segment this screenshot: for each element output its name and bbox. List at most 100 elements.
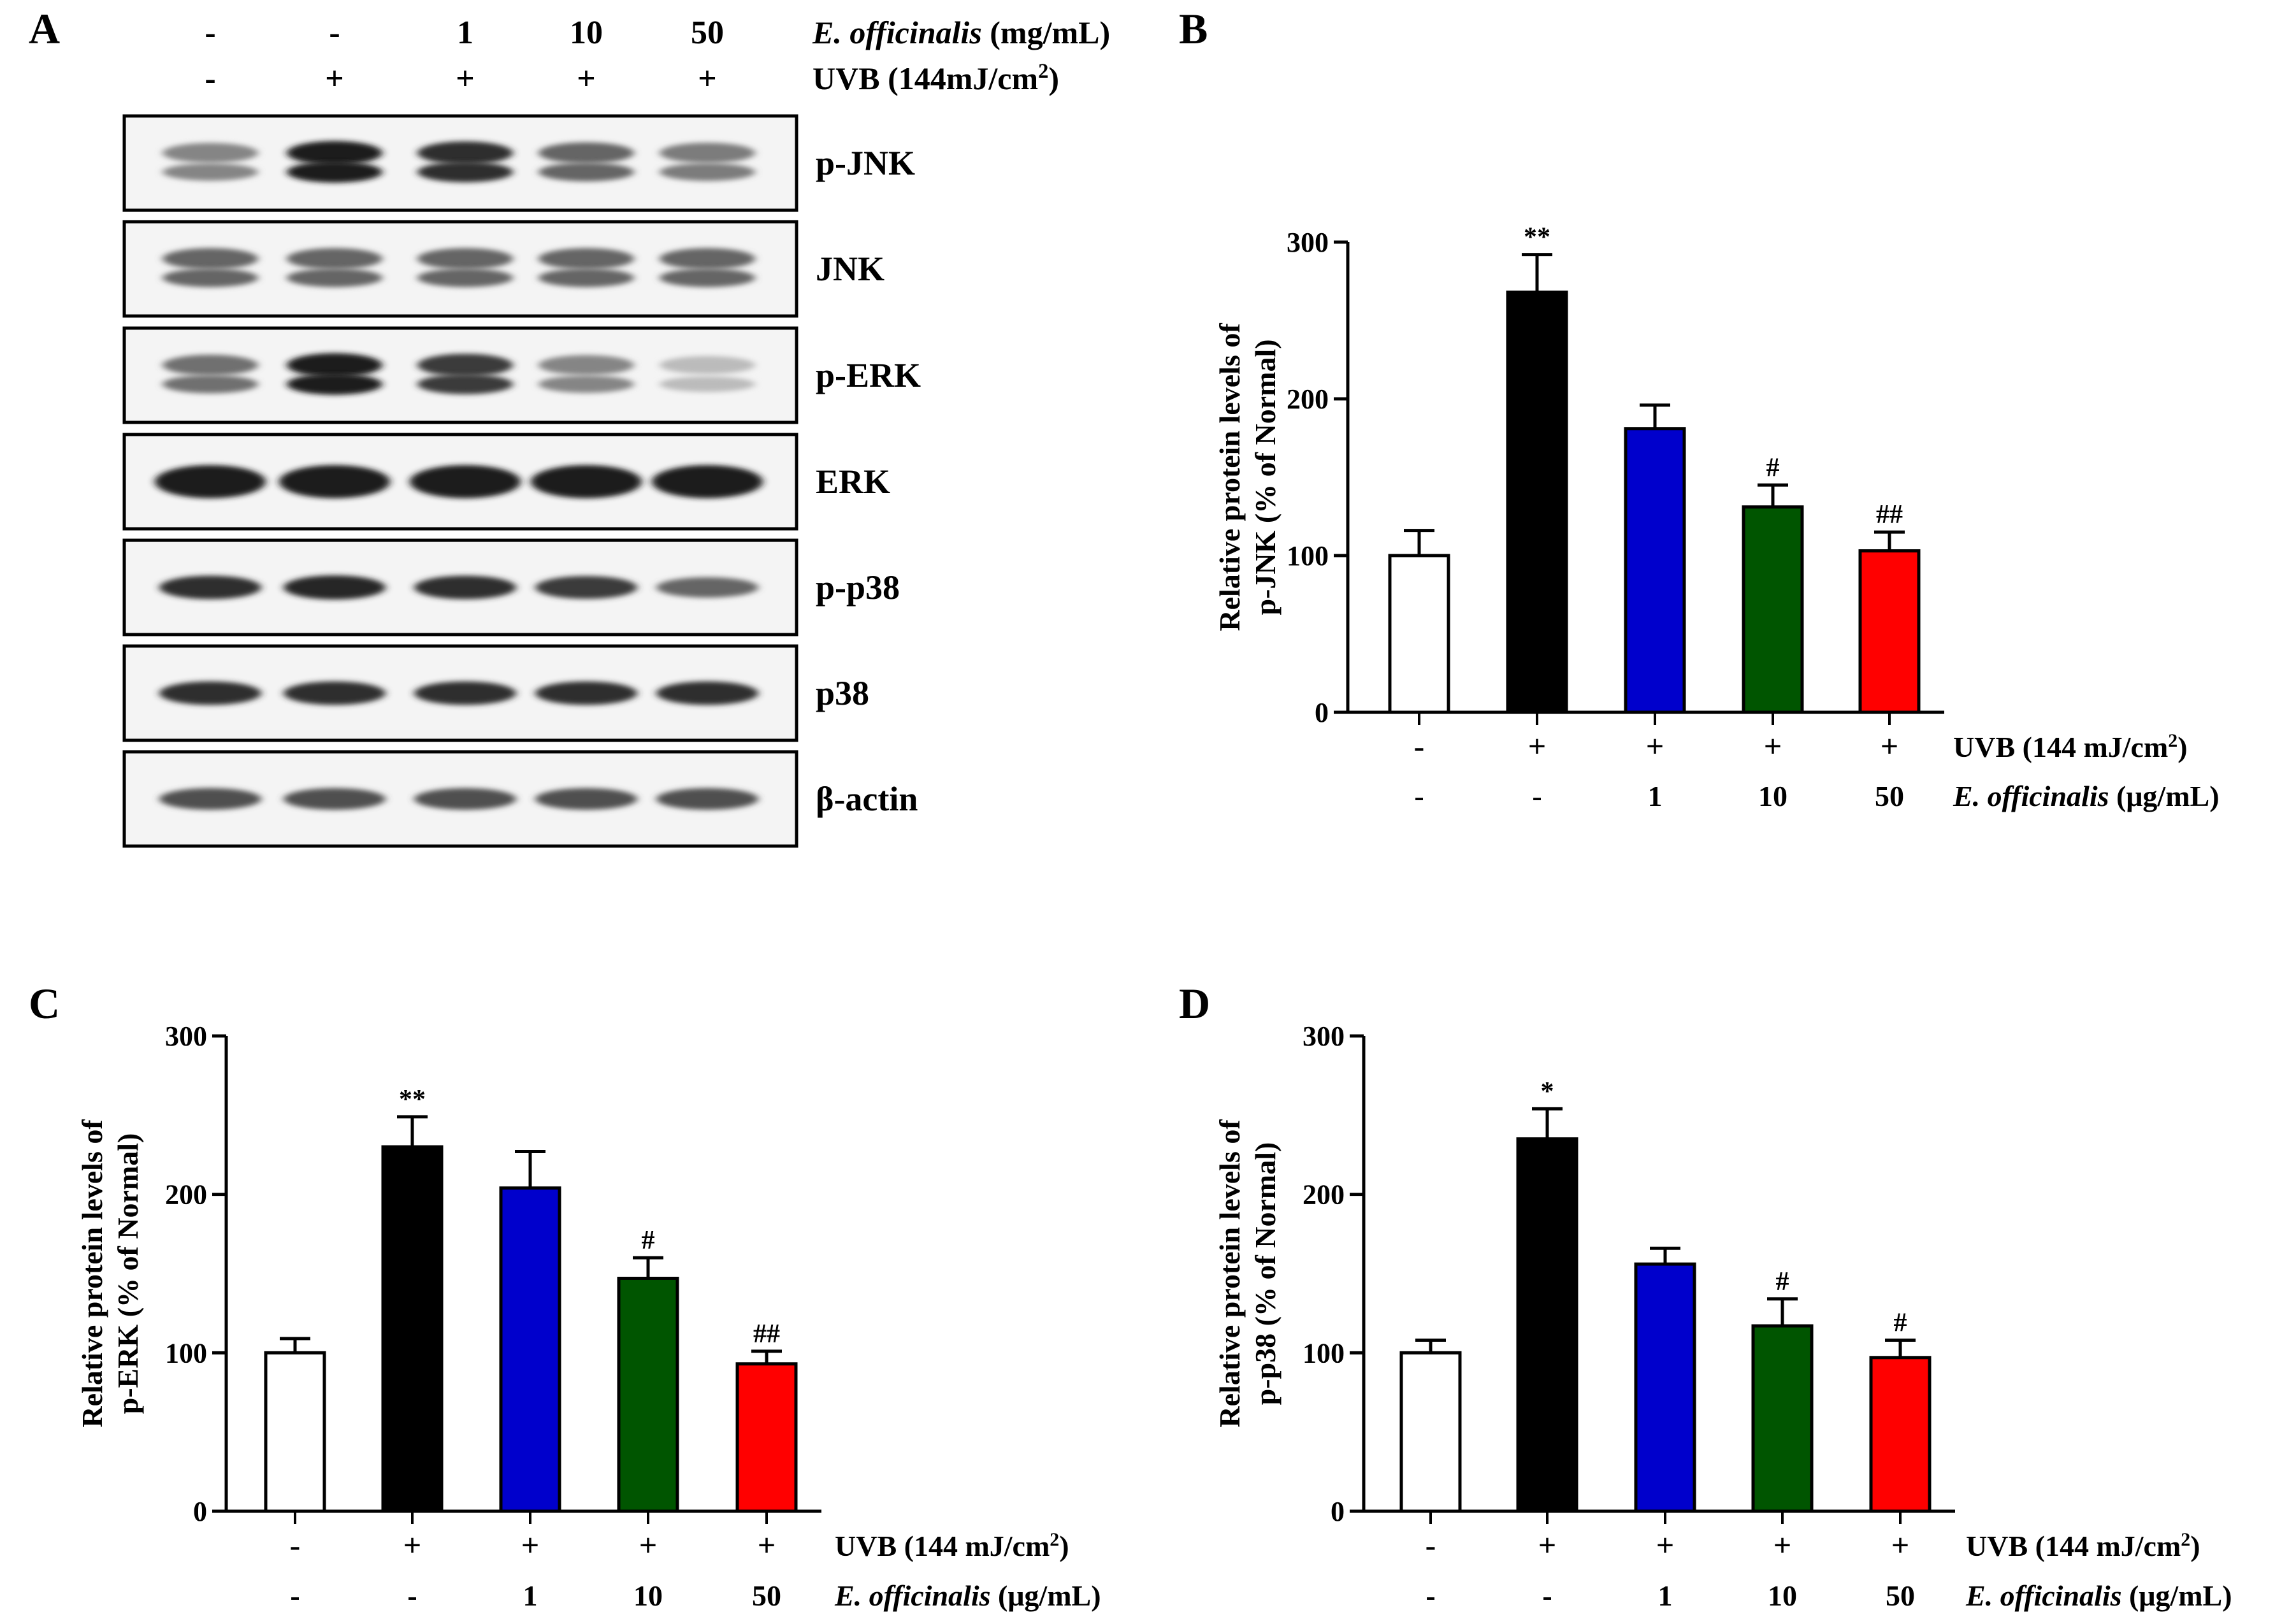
blot-header-label-part: UVB (144mJ/cm bbox=[812, 61, 1038, 96]
bar-UVB + 50 bbox=[735, 1362, 798, 1513]
y-tick-label: 300 bbox=[1287, 227, 1329, 258]
blot-band bbox=[287, 353, 382, 377]
significance-mark: # bbox=[1894, 1308, 1907, 1337]
blot-band bbox=[417, 374, 513, 394]
blot-header-value: 50 bbox=[691, 15, 724, 51]
dose-row-label: E. officinalis (μg/mL) bbox=[1953, 780, 2220, 812]
uvb-row-label: UVB (144 mJ/cm2) bbox=[835, 1529, 1069, 1563]
uvb-row-value: - bbox=[290, 1527, 301, 1563]
panel-a-western-blot: A - - 1 10 50 E. officinalis (mg/mL) - + + + + UVB … bbox=[29, 4, 1110, 848]
uvb-row-value: + bbox=[403, 1527, 422, 1563]
dose-row-value: - bbox=[290, 1579, 300, 1612]
blot-header-value: + bbox=[325, 61, 344, 97]
blot-band bbox=[162, 354, 258, 376]
dose-row-value: 10 bbox=[633, 1579, 663, 1612]
blot-band bbox=[287, 161, 382, 183]
blot-band bbox=[535, 576, 637, 599]
dose-row-label-part: E. officinalis bbox=[1953, 780, 2109, 812]
uvb-row-label-part: ) bbox=[2177, 731, 2187, 763]
blot-band bbox=[162, 375, 258, 394]
significance-mark: ## bbox=[1876, 500, 1903, 529]
uvb-row-label-part: ) bbox=[2190, 1530, 2200, 1562]
blot-band bbox=[538, 162, 634, 182]
blot-label: JNK bbox=[816, 250, 885, 288]
blot-band bbox=[538, 375, 634, 393]
uvb-row-label-part: 2 bbox=[1050, 1529, 1059, 1550]
y-tick-label: 100 bbox=[165, 1337, 207, 1369]
dose-row-label-part: (μg/mL) bbox=[991, 1579, 1101, 1612]
uvb-row-label-part: 2 bbox=[2168, 730, 2177, 751]
dose-row-value: - bbox=[1414, 780, 1424, 812]
uvb-row-value: + bbox=[758, 1527, 776, 1563]
panel-d-chart: D 0 100 200 300 Relative protein levels of p-p… bbox=[1179, 979, 2232, 1612]
uvb-row-label-part: UVB (144 mJ/cm bbox=[1953, 731, 2168, 763]
blot-band bbox=[660, 268, 755, 287]
y-tick-label: 100 bbox=[1287, 540, 1329, 571]
blot-header-label-part: ) bbox=[1048, 61, 1059, 96]
significance-mark: * bbox=[1541, 1077, 1554, 1106]
blot-band bbox=[417, 248, 513, 269]
dose-row-value: - bbox=[1426, 1579, 1435, 1612]
y-tick-label: 0 bbox=[1331, 1496, 1345, 1527]
y-axis-label: p-ERK (% of Normal) bbox=[112, 1133, 144, 1414]
blot-band bbox=[538, 248, 634, 269]
blot-band bbox=[159, 681, 261, 705]
y-tick-label: 300 bbox=[165, 1021, 207, 1052]
blot-band bbox=[159, 575, 261, 600]
blot-band bbox=[660, 376, 755, 392]
uvb-row-label-part: UVB (144 mJ/cm bbox=[835, 1530, 1050, 1562]
blot-label: p-ERK bbox=[816, 356, 921, 394]
blot-band bbox=[287, 373, 382, 395]
blot-header-label-part: E. officinalis bbox=[812, 15, 982, 50]
bar-UVB bbox=[1506, 291, 1568, 714]
panel-b-chart: B 0 100 200 300 Relative protein levels of p-J… bbox=[1179, 4, 2220, 812]
blot-band bbox=[417, 268, 513, 287]
blot-p38: p38 bbox=[122, 644, 869, 742]
blot-strips: p-JNK JNK p-ERK ERK p-p38 p38 β-actin bbox=[122, 114, 921, 848]
blot-band bbox=[656, 681, 758, 705]
blot-header-rows: - - 1 10 50 E. officinalis (mg/mL) - + + + + UVB (1… bbox=[205, 15, 1110, 97]
blot-band bbox=[660, 163, 755, 181]
bar-UVB + 1 bbox=[1634, 1262, 1696, 1513]
uvb-row-value: + bbox=[1773, 1527, 1792, 1563]
panel-letter: C bbox=[29, 979, 60, 1028]
blot-header-value: - bbox=[205, 61, 215, 97]
blot-header-value: + bbox=[698, 61, 717, 97]
dose-row-label: E. officinalis (μg/mL) bbox=[834, 1579, 1101, 1612]
bar-UVB + 1 bbox=[1624, 427, 1686, 714]
bar-UVB + 10 bbox=[1742, 505, 1804, 714]
blot-band bbox=[287, 248, 382, 269]
dose-row-label: E. officinalis (μg/mL) bbox=[1965, 1579, 2232, 1612]
y-axis-label: Relative protein levels of bbox=[1213, 1119, 1246, 1428]
blot-band bbox=[656, 577, 758, 598]
blot-header-label-part: 2 bbox=[1038, 60, 1048, 83]
blot-label: p-p38 bbox=[816, 568, 900, 607]
dose-row-value: 50 bbox=[752, 1579, 781, 1612]
uvb-row-label-part: ) bbox=[1059, 1530, 1069, 1562]
y-tick-label: 0 bbox=[193, 1496, 207, 1527]
panel-letter: D bbox=[1179, 979, 1210, 1028]
blot-band bbox=[531, 465, 642, 498]
blot-band bbox=[417, 354, 513, 377]
blot-band bbox=[287, 141, 382, 165]
bar-UVB + 10 bbox=[1751, 1324, 1814, 1513]
blot-band bbox=[652, 465, 763, 498]
dose-row-value: - bbox=[1542, 1579, 1552, 1612]
y-tick-label: 300 bbox=[1303, 1021, 1345, 1052]
significance-mark: ** bbox=[1524, 223, 1550, 252]
blot-band bbox=[162, 163, 258, 181]
uvb-row-value: + bbox=[639, 1527, 658, 1563]
y-axis-label: p-p38 (% of Normal) bbox=[1249, 1142, 1282, 1405]
dose-row-value: 50 bbox=[1886, 1579, 1915, 1612]
blot-band bbox=[155, 465, 266, 498]
blot-header-label: E. officinalis (mg/mL) bbox=[812, 15, 1110, 50]
dose-row-label-part: (μg/mL) bbox=[2109, 780, 2220, 812]
uvb-row-value: + bbox=[1538, 1527, 1557, 1563]
uvb-row-label-part: UVB (144 mJ/cm bbox=[1966, 1530, 2181, 1562]
significance-mark: ** bbox=[399, 1085, 426, 1114]
blot-band bbox=[159, 788, 261, 810]
bar-UVB + 10 bbox=[617, 1276, 679, 1513]
blot-band bbox=[417, 161, 513, 183]
blot-label: p-JNK bbox=[816, 144, 915, 182]
